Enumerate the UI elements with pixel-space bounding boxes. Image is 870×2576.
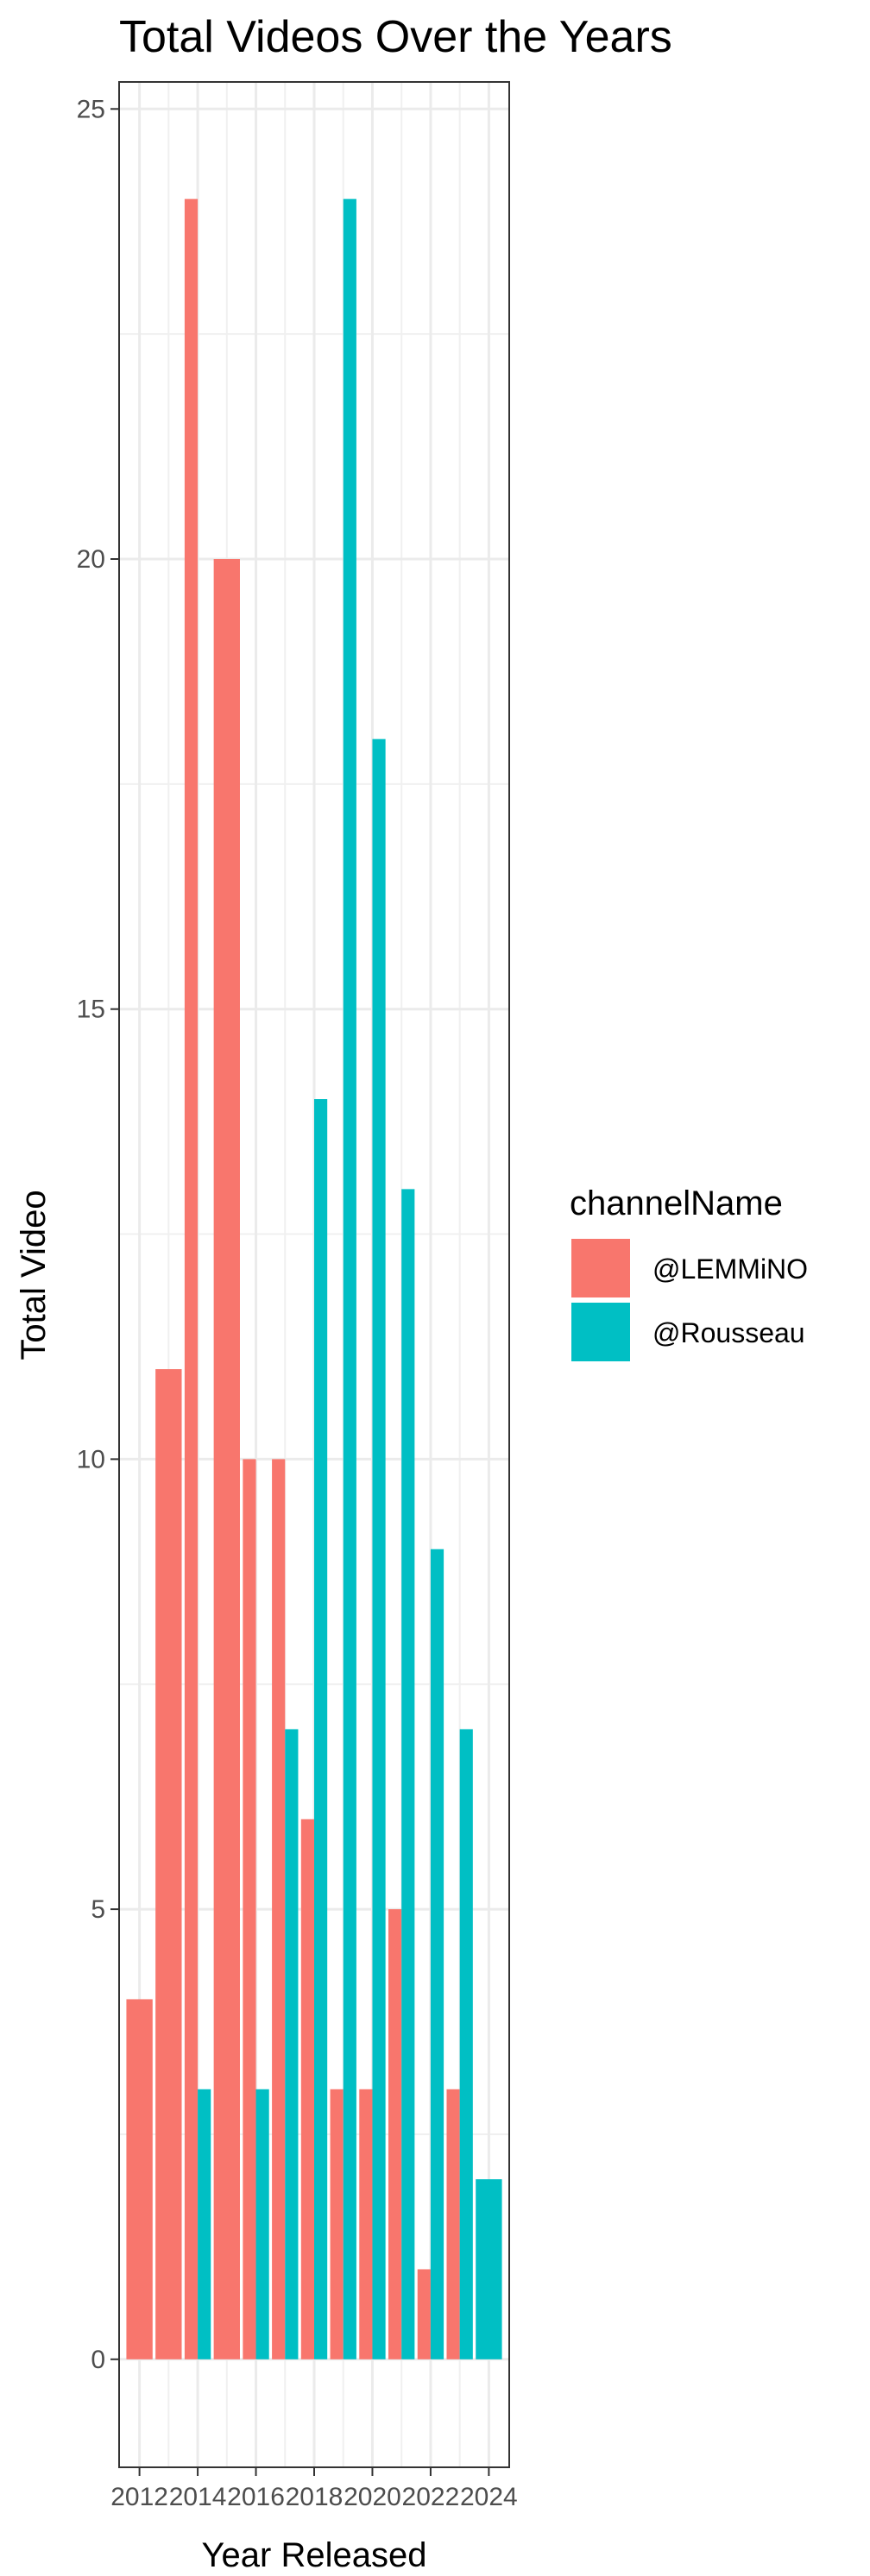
x-tick-label: 2022: [402, 2483, 460, 2511]
plot-panel: [118, 81, 510, 2468]
y-tick-label: 25: [77, 95, 105, 123]
x-tick-label: 2024: [460, 2483, 518, 2511]
bar-rousseau-2023: [459, 1729, 473, 2359]
bar-rousseau-2018: [314, 1099, 328, 2359]
legend-label: @Rousseau: [652, 1317, 805, 1348]
x-tick-label: 2016: [227, 2483, 285, 2511]
x-tick-label: 2018: [286, 2483, 344, 2511]
bar-lemmino-2019: [330, 2089, 344, 2359]
bar-rousseau-2014: [198, 2089, 211, 2359]
y-axis-title: Total Video: [15, 1190, 53, 1360]
legend-item: @Rousseau: [571, 1303, 805, 1361]
legend-label: @LEMMiNO: [652, 1253, 808, 1285]
x-tick-label: 2014: [169, 2483, 227, 2511]
bar-lemmino-2023: [446, 2089, 460, 2359]
bar-lemmino-2013: [155, 1369, 182, 2359]
bar-rousseau-2022: [430, 1549, 444, 2359]
y-tick-label: 5: [91, 1895, 105, 1924]
x-tick-label: 2020: [344, 2483, 401, 2511]
bar-rousseau-2020: [372, 738, 386, 2359]
bar-rousseau-2021: [401, 1189, 415, 2359]
bar-lemmino-2022: [417, 2269, 431, 2359]
bar-lemmino-2012: [126, 1999, 153, 2359]
bars: [126, 198, 502, 2359]
legend-key: [571, 1303, 630, 1361]
legend-key: [571, 1239, 630, 1297]
bar-lemmino-2016: [243, 1459, 256, 2359]
bar-lemmino-2017: [272, 1459, 286, 2359]
y-axis: 0 5 10 15 20 25: [77, 95, 119, 2374]
bar-lemmino-2015: [213, 559, 240, 2359]
bar-lemmino-2014: [184, 198, 199, 2359]
bar-rousseau-2024: [476, 2179, 502, 2359]
bar-rousseau-2017: [285, 1729, 299, 2359]
bar-rousseau-2019: [343, 198, 356, 2359]
y-tick-label: 15: [77, 996, 105, 1024]
bar-lemmino-2020: [359, 2089, 373, 2359]
bar-lemmino-2021: [388, 1909, 402, 2359]
legend: channelName @LEMMiNO @Rousseau: [570, 1184, 808, 1361]
bar-lemmino-2018: [300, 1819, 314, 2359]
legend-title: channelName: [570, 1184, 783, 1222]
y-tick-label: 0: [91, 2346, 105, 2374]
y-tick-label: 20: [77, 545, 105, 574]
x-tick-label: 2012: [110, 2483, 168, 2511]
bar-rousseau-2016: [255, 2089, 269, 2359]
y-tick-label: 10: [77, 1445, 105, 1473]
chart-title: Total Videos Over the Years: [119, 12, 672, 62]
legend-item: @LEMMiNO: [571, 1239, 808, 1297]
x-axis: 2012 2014 2016 2018 2020 2022 2024: [110, 2467, 518, 2511]
x-axis-title: Year Released: [202, 2536, 427, 2574]
